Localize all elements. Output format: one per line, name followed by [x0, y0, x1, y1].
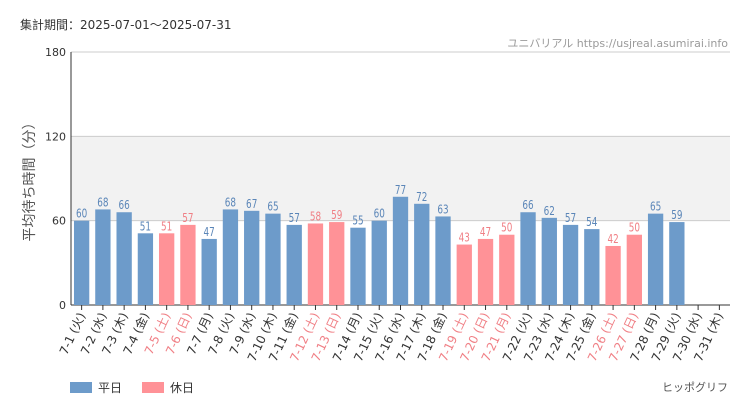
bar-value-label: 47	[204, 225, 215, 239]
bar-value-label: 62	[544, 204, 555, 218]
bar	[329, 222, 345, 305]
y-axis-title: 平均待ち時間（分）	[22, 116, 38, 242]
bar-value-label: 50	[629, 221, 640, 235]
bar	[95, 209, 111, 305]
bar	[137, 233, 154, 305]
bar-value-label: 55	[352, 214, 363, 228]
bar	[392, 196, 409, 305]
bar	[584, 229, 600, 305]
bar-value-label: 66	[119, 198, 130, 212]
bar	[222, 209, 239, 305]
y-tick-label: 180	[45, 46, 66, 59]
bar-value-label: 65	[650, 200, 661, 214]
bar-value-label: 47	[480, 225, 491, 239]
bar	[371, 220, 387, 305]
period-label: 集計期間：2025-07-01～2025-07-31	[20, 18, 232, 32]
bar	[562, 224, 579, 305]
bar	[477, 238, 494, 305]
bar	[307, 223, 324, 305]
bar	[414, 203, 430, 305]
bar-value-label: 43	[459, 231, 470, 245]
bar-value-label: 57	[182, 211, 193, 225]
bar	[201, 238, 217, 305]
bar	[456, 244, 472, 305]
bar	[286, 224, 302, 305]
site-credit: ユニバリアル https://usjreal.asumirai.info	[507, 37, 728, 50]
footer-link[interactable]: ヒッポグリフ	[662, 381, 728, 394]
bar-value-label: 58	[310, 210, 321, 224]
legend-swatch-holiday	[142, 382, 165, 393]
y-tick-label: 60	[52, 215, 66, 228]
legend-item-weekday: 平日	[70, 379, 122, 396]
bar	[647, 213, 664, 305]
bar-value-label: 42	[607, 232, 618, 246]
bar-value-label: 50	[501, 221, 512, 235]
bar	[180, 224, 196, 305]
bar	[499, 234, 515, 305]
bar	[159, 233, 175, 305]
bar-value-label: 59	[331, 208, 342, 222]
bar-value-label: 67	[246, 197, 257, 211]
bar-value-label: 51	[161, 219, 172, 233]
bar-value-label: 60	[76, 207, 87, 221]
bar-value-label: 54	[586, 215, 597, 229]
bar-value-label: 59	[671, 208, 682, 222]
bar	[669, 222, 685, 305]
bar	[265, 213, 281, 305]
bar	[244, 210, 260, 305]
bar-value-label: 60	[374, 207, 385, 221]
bar-value-label: 72	[416, 190, 427, 204]
legend-label-holiday: 休日	[170, 381, 195, 395]
bar	[520, 212, 536, 305]
bar-value-label: 57	[565, 211, 576, 225]
legend-swatch-weekday	[70, 382, 92, 393]
y-tick-label: 120	[45, 130, 66, 143]
bar-value-label: 63	[437, 203, 448, 217]
bar	[605, 245, 621, 305]
bar-value-label: 57	[289, 211, 300, 225]
bar-value-label: 77	[395, 183, 406, 197]
bar	[73, 220, 90, 305]
bar-value-label: 65	[267, 200, 278, 214]
bar	[626, 234, 642, 305]
bar	[541, 217, 557, 305]
bar-value-label: 68	[97, 195, 108, 209]
bar	[116, 212, 132, 305]
bar	[435, 216, 451, 305]
bar-value-label: 51	[140, 219, 151, 233]
bar-value-label: 66	[522, 198, 533, 212]
bar-value-label: 68	[225, 195, 236, 209]
bar	[350, 227, 366, 305]
y-tick-label: 0	[59, 299, 66, 312]
legend-label-weekday: 平日	[98, 381, 123, 395]
legend: 平日 休日	[70, 379, 194, 396]
legend-item-holiday: 休日	[142, 379, 194, 396]
